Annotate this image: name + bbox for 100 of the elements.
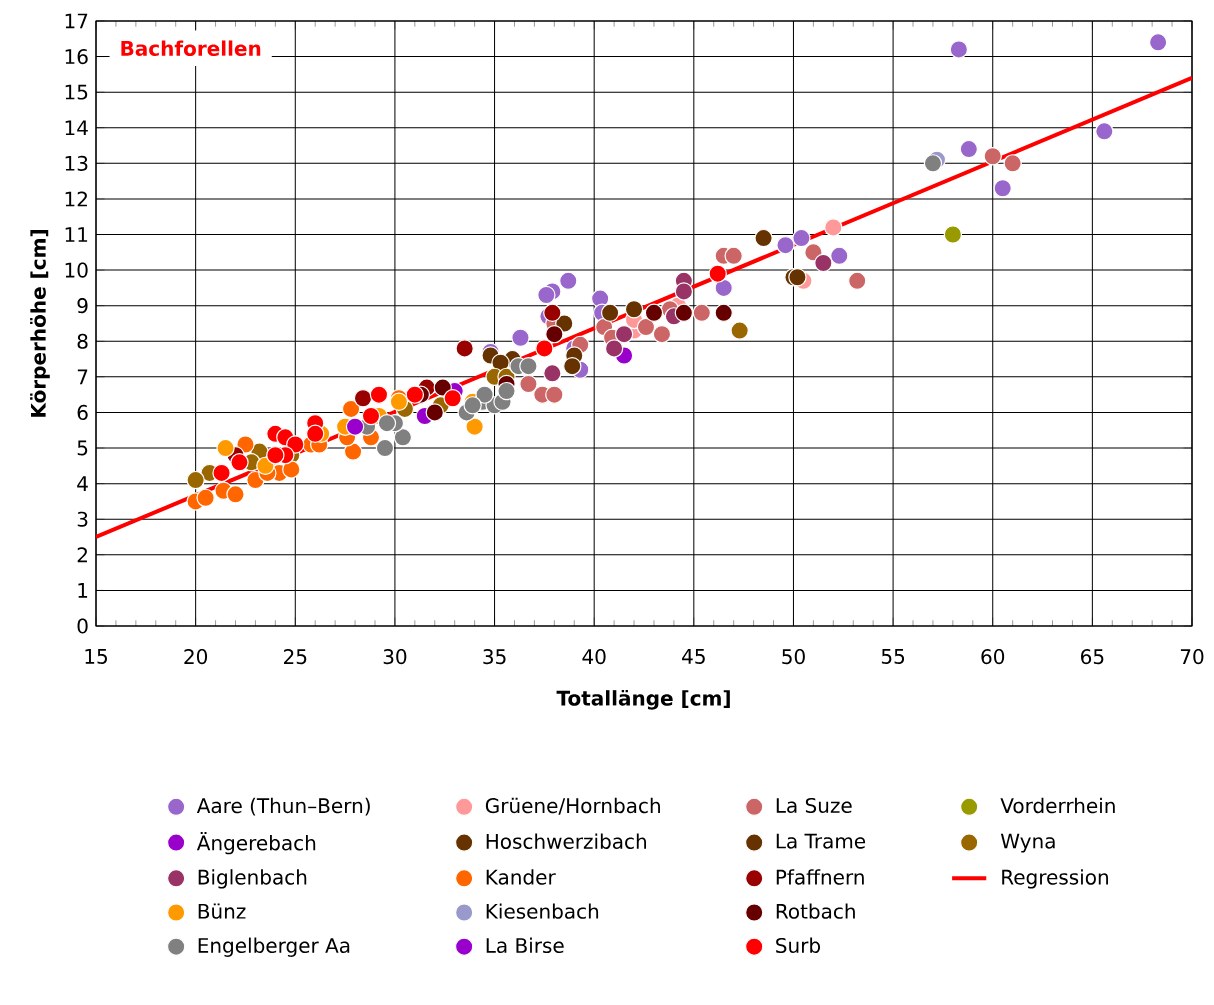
point [455,339,474,358]
point [983,147,1002,166]
point [230,453,249,472]
point [341,399,361,419]
point [714,278,733,298]
x-tick-label: 25 [284,649,307,665]
y-tick-label: 11 [65,227,88,242]
legend-label: Wyna [1000,833,1055,853]
point [306,424,325,444]
point [343,442,363,461]
point [652,324,672,344]
y-tick-label: 9 [77,298,88,314]
y-tick-label: 2 [77,547,87,563]
y-tick-label: 0 [77,618,88,634]
point [724,246,743,266]
point [425,403,444,422]
point [644,303,664,323]
point [519,374,538,394]
point [814,253,833,273]
point [353,389,373,408]
x-tick-label: 65 [1081,649,1104,665]
y-tick-label: 17 [65,13,88,29]
point [563,357,582,376]
point [537,285,556,305]
legend-label: La Birse [486,937,564,954]
point [226,485,245,504]
point [545,324,564,344]
point [282,460,301,479]
x-tick-label: 35 [483,649,506,665]
point [674,303,694,323]
point [614,324,634,344]
point [776,235,795,255]
y-tick-label: 15 [65,84,88,100]
point [674,282,694,301]
legend-label: Biglenbach [198,869,307,889]
point [377,413,397,433]
point [624,300,644,319]
point [369,385,389,404]
point [993,179,1012,198]
point [692,303,711,323]
y-tick-label: 5 [77,440,88,456]
y-tick-label: 13 [65,155,88,171]
y-tick-label: 8 [77,333,88,349]
x-tick-label: 50 [782,649,805,665]
legend-label: Engelberger Aa [198,937,350,957]
y-tick-label: 4 [77,476,88,491]
point [636,317,656,337]
point [949,40,969,59]
legend-label: Kiesenbach [486,903,599,919]
point [1095,122,1114,141]
x-tick-label: 60 [981,649,1005,665]
point [196,488,215,508]
point [959,139,979,159]
point [708,264,727,283]
y-tick-label: 3 [77,511,88,527]
point [600,303,620,323]
point [405,385,425,404]
point [1003,154,1022,173]
point [830,246,849,266]
legend-label: La Suze [776,797,852,814]
point [465,417,484,436]
x-tick-label: 55 [881,649,905,664]
y-tick-label: 14 [65,120,88,136]
point [943,225,963,244]
point [535,339,554,358]
legend-label: Regression [1002,869,1108,889]
point [186,470,205,490]
point [216,438,235,458]
legend-label: Kander [486,869,556,885]
x-tick-label: 70 [1180,649,1204,665]
legend-label: Grüene/Hornbach [485,797,660,815]
y-tick-label: 7 [77,369,88,385]
point [212,463,231,483]
legend-label: Hoschwerzibach [486,833,647,849]
point [443,389,462,408]
x-tick-label: 40 [582,649,606,665]
point [714,303,733,323]
point [375,438,395,458]
point [345,417,365,436]
point [266,445,285,465]
point [543,364,562,383]
point [923,154,943,173]
point [393,428,413,447]
legend-label: Surb [776,937,821,954]
point [559,271,578,290]
point [545,385,564,404]
point [497,381,516,401]
point [824,218,843,237]
legend-label: Vorderrhein [1000,797,1115,814]
point [730,321,749,340]
legend-label: Aare (Thun–Bern) [196,797,370,816]
point [433,378,452,397]
legend-label: Ängerebach [196,831,316,855]
y-axis-title: Körperhöhe [cm] [30,230,50,417]
point [848,271,867,290]
point [792,228,811,248]
x-axis-title: Totallänge [cm] [556,689,730,710]
point [361,406,381,426]
point [543,303,562,323]
point [1148,33,1168,52]
